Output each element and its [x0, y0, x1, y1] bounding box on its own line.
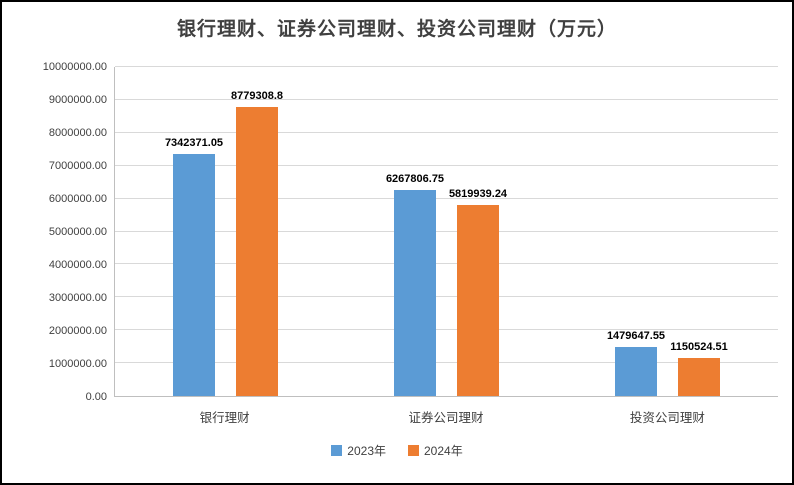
bar-2023年-证券公司理财	[394, 189, 436, 396]
y-tick-label: 9000000.00	[48, 94, 107, 106]
y-tick-label: 10000000.00	[42, 61, 107, 73]
bar-value-label: 1479647.55	[606, 330, 666, 343]
bar-wrap: 7342371.05	[165, 67, 223, 396]
gridline	[115, 131, 778, 133]
x-axis-label: 证券公司理财	[408, 411, 484, 425]
bar-group-2: 6267806.75 5819939.24	[336, 67, 557, 396]
bar-value-label: 5819939.24	[448, 187, 508, 200]
bar-wrap: 5819939.24	[449, 67, 507, 396]
gridline	[115, 98, 778, 100]
bar-group-3: 1479647.55 1150524.51	[557, 67, 778, 396]
bar-groups: 7342371.05 8779308.8 6267806.75 5819939.24 1…	[115, 67, 778, 396]
bar-wrap: 8779308.8	[231, 67, 283, 396]
legend-label: 2023年	[347, 444, 386, 458]
x-axis-row: 银行理财 证券公司理财 投资公司理财	[2, 397, 792, 426]
bar-wrap: 1479647.55	[607, 67, 665, 396]
bar-value-label: 6267806.75	[385, 172, 445, 185]
legend-swatch-icon	[408, 445, 419, 456]
y-tick-label: 0.00	[85, 391, 107, 403]
x-axis-labels: 银行理财 证券公司理财 投资公司理财	[114, 397, 778, 426]
bar-value-label: 8779308.8	[231, 90, 283, 103]
y-axis: 0.00 1000000.00 2000000.00 3000000.00 400000…	[2, 61, 114, 403]
legend: 2023年 2024年	[2, 442, 792, 459]
y-tick-label: 6000000.00	[48, 193, 107, 205]
legend-label: 2024年	[424, 444, 463, 458]
chart-body: 0.00 1000000.00 2000000.00 3000000.00 400000…	[2, 61, 792, 403]
gridline	[115, 164, 778, 166]
y-tick-label: 7000000.00	[48, 160, 107, 172]
legend-item-2023年: 2023年	[331, 442, 386, 459]
y-tick-label: 3000000.00	[48, 292, 107, 304]
bar-group-1: 7342371.05 8779308.8	[115, 67, 336, 396]
chart-title: 银行理财、证券公司理财、投资公司理财（万元）	[176, 19, 617, 40]
y-tick-label: 8000000.00	[48, 127, 107, 139]
legend-item-2024年: 2024年	[408, 442, 463, 459]
bar-2023年-银行理财	[173, 154, 215, 396]
legend-swatch-icon	[331, 445, 343, 456]
gridline	[115, 362, 778, 364]
x-axis-label: 银行理财	[199, 411, 250, 425]
plot-area: 7342371.05 8779308.8 6267806.75 5819939.24 1…	[114, 66, 778, 397]
bar-2024年-银行理财	[236, 107, 278, 396]
gridline	[115, 66, 778, 67]
y-tick-label: 4000000.00	[48, 259, 107, 271]
gridline	[115, 329, 778, 331]
bar-2023年-投资公司理财	[615, 347, 657, 396]
bar-value-label: 7342371.05	[164, 137, 224, 150]
bar-2024年-投资公司理财	[678, 358, 720, 396]
bar-wrap: 1150524.51	[670, 67, 728, 396]
bar-2024年-证券公司理财	[457, 204, 499, 396]
y-tick-label: 5000000.00	[48, 226, 107, 238]
gridline	[115, 263, 778, 265]
gridline	[115, 197, 778, 199]
y-tick-label: 2000000.00	[48, 325, 107, 337]
bar-value-label: 1150524.51	[670, 341, 728, 354]
bar-wrap: 6267806.75	[386, 67, 444, 396]
gridline	[115, 230, 778, 232]
x-axis-label: 投资公司理财	[629, 411, 705, 425]
y-tick-label: 1000000.00	[48, 358, 107, 370]
gridline	[115, 296, 778, 298]
